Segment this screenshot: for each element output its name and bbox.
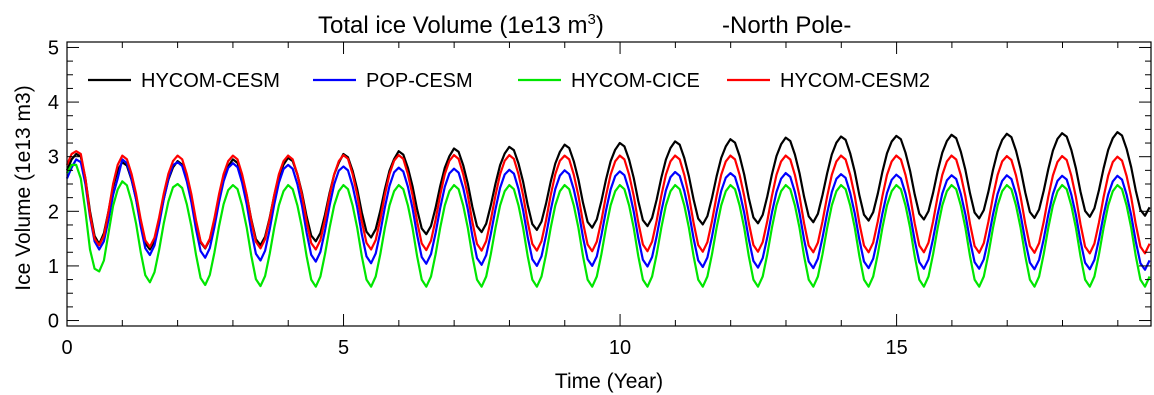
- y-tick-label: 5: [48, 37, 59, 59]
- chart-title-group: Total ice Volume (1e13 m3) -North Pole-: [318, 11, 851, 39]
- series-line-hycom-cice: [66, 163, 1151, 288]
- y-tick-label: 4: [48, 92, 59, 114]
- y-tick-label: 1: [48, 256, 59, 278]
- legend-label: POP-CESM: [366, 70, 473, 92]
- y-tick-label: 3: [48, 147, 59, 169]
- y-tick-label: 0: [48, 311, 59, 333]
- chart-title-superscript: 3: [587, 11, 595, 28]
- x-tick-label: 0: [61, 337, 72, 359]
- x-tick-label: 5: [338, 337, 349, 359]
- axis-ticks: 0 5 10 15 0 1 2 3 4 5: [48, 37, 1151, 359]
- chart-title-text: Total ice Volume (1e13 m: [318, 12, 587, 39]
- x-axis-title: Time (Year): [555, 370, 663, 393]
- series-line-hycom-cesm2: [65, 150, 1151, 255]
- legend-label: HYCOM-CESM2: [780, 70, 930, 92]
- series-lines: [65, 131, 1151, 288]
- y-axis-title: Ice Volume (1e13 m3): [12, 85, 35, 290]
- y-tick-label: 2: [48, 201, 59, 223]
- legend-label: HYCOM-CICE: [571, 70, 700, 92]
- x-tick-label: 10: [609, 337, 631, 359]
- legend-label: HYCOM-CESM: [141, 70, 280, 92]
- chart-title-suffix: ): [596, 12, 604, 39]
- series-line-pop-cesm: [65, 158, 1151, 271]
- legend: HYCOM-CESM POP-CESM HYCOM-CICE HYCOM-CESM2: [88, 70, 930, 92]
- chart-title: Total ice Volume (1e13 m3): [318, 11, 604, 39]
- x-tick-label: 15: [885, 337, 907, 359]
- chart-subtitle: -North Pole-: [722, 12, 851, 39]
